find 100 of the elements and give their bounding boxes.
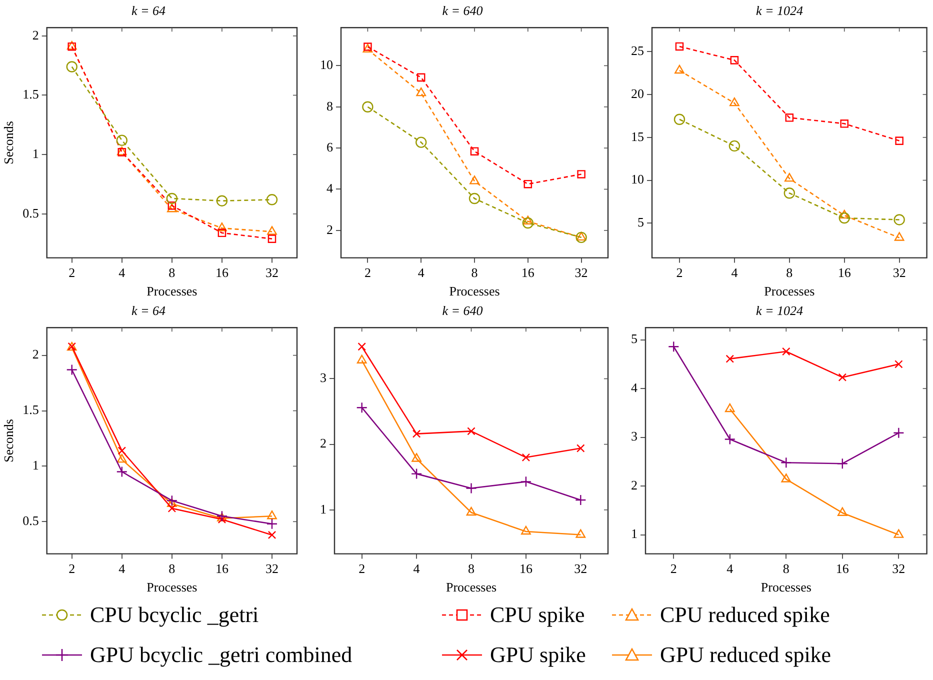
y-tick-label: 3 bbox=[631, 428, 638, 444]
y-tick-label: 0.5 bbox=[22, 513, 39, 528]
point bbox=[266, 194, 278, 206]
y-axis-title: Seconds bbox=[1, 121, 16, 164]
point bbox=[522, 217, 534, 229]
point bbox=[470, 176, 480, 184]
point bbox=[362, 101, 374, 112]
point bbox=[410, 468, 422, 480]
point bbox=[466, 482, 477, 494]
legend-label: CPU bcyclic _getri bbox=[90, 602, 259, 628]
point bbox=[894, 529, 904, 538]
x-tick-label: 8 bbox=[168, 561, 176, 576]
point bbox=[839, 210, 850, 219]
x-axis-title: Processes bbox=[760, 580, 812, 595]
point bbox=[895, 136, 904, 145]
point bbox=[166, 192, 178, 204]
legend-label: GPU bcyclic _getri combined bbox=[90, 642, 352, 668]
point bbox=[166, 494, 178, 506]
point bbox=[894, 214, 905, 226]
y-tick-label: 6 bbox=[326, 139, 334, 154]
point bbox=[894, 232, 904, 241]
point bbox=[268, 530, 276, 540]
chart-title: k = 640 bbox=[442, 303, 484, 318]
point bbox=[730, 56, 739, 64]
x-axis-title: Processes bbox=[764, 284, 815, 299]
y-tick-label: 0.5 bbox=[22, 205, 39, 220]
point bbox=[467, 427, 476, 436]
point bbox=[470, 147, 479, 156]
point bbox=[782, 347, 790, 356]
x-tick-label: 32 bbox=[265, 561, 278, 576]
chart-title: k = 64 bbox=[131, 303, 166, 318]
point bbox=[168, 201, 176, 210]
y-tick-label: 1.5 bbox=[22, 402, 39, 418]
point bbox=[577, 170, 586, 178]
point bbox=[838, 373, 847, 382]
point bbox=[412, 453, 422, 462]
x-axis-title: Processes bbox=[146, 580, 198, 595]
x-tick-label: 2 bbox=[676, 265, 683, 280]
x-tick-label: 32 bbox=[574, 561, 588, 576]
y-tick-label: 10 bbox=[631, 172, 644, 187]
point bbox=[412, 430, 421, 438]
point bbox=[674, 114, 686, 125]
y-tick-label: 25 bbox=[631, 43, 644, 58]
y-tick-label: 5 bbox=[631, 331, 638, 346]
point bbox=[166, 204, 177, 212]
point bbox=[116, 134, 128, 146]
point bbox=[726, 354, 734, 363]
y-tick-label: 4 bbox=[326, 180, 334, 196]
point bbox=[116, 466, 128, 478]
x-tick-label: 4 bbox=[413, 561, 420, 576]
x-tick-label: 8 bbox=[168, 265, 176, 280]
x-tick-label: 2 bbox=[364, 265, 371, 280]
y-tick-label: 4 bbox=[631, 380, 638, 395]
x-tick-label: 2 bbox=[358, 561, 366, 576]
y-axis-title: Seconds bbox=[1, 419, 16, 462]
point bbox=[730, 97, 740, 106]
x-tick-label: 32 bbox=[574, 265, 588, 280]
x-axis-title: Processes bbox=[449, 284, 500, 299]
point bbox=[784, 172, 794, 182]
x-tick-label: 16 bbox=[215, 561, 229, 576]
x-tick-label: 4 bbox=[118, 265, 126, 280]
x-tick-label: 32 bbox=[265, 265, 278, 280]
point bbox=[893, 427, 904, 438]
point bbox=[356, 402, 368, 414]
y-tick-label: 2 bbox=[32, 27, 39, 42]
x-tick-label: 32 bbox=[892, 265, 906, 280]
point bbox=[728, 140, 740, 152]
y-tick-label: 2 bbox=[32, 346, 39, 362]
point bbox=[267, 226, 277, 235]
y-tick-label: 15 bbox=[631, 128, 644, 144]
y-tick-label: 2 bbox=[320, 436, 326, 451]
x-tick-label: 2 bbox=[68, 561, 76, 576]
x-tick-label: 2 bbox=[670, 561, 677, 576]
x-tick-label: 4 bbox=[726, 561, 734, 576]
y-tick-label: 2 bbox=[631, 477, 638, 492]
x-tick-label: 16 bbox=[215, 265, 229, 280]
point bbox=[780, 457, 792, 468]
point bbox=[268, 234, 276, 243]
point bbox=[66, 61, 78, 72]
point bbox=[468, 192, 480, 204]
point bbox=[781, 474, 792, 482]
point bbox=[217, 222, 227, 232]
chart-title: k = 640 bbox=[442, 3, 484, 18]
y-tick-label: 1 bbox=[32, 146, 39, 161]
point bbox=[356, 354, 367, 364]
point bbox=[894, 360, 903, 368]
x-tick-label: 2 bbox=[68, 265, 76, 280]
chart-title: k = 1024 bbox=[756, 3, 804, 18]
point bbox=[218, 228, 226, 238]
point bbox=[520, 476, 532, 488]
y-tick-label: 1 bbox=[320, 501, 326, 516]
x-tick-label: 8 bbox=[468, 561, 474, 576]
x-axis-title: Processes bbox=[446, 580, 497, 595]
x-tick-label: 4 bbox=[118, 561, 126, 576]
x-tick-label: 4 bbox=[731, 265, 738, 280]
point bbox=[840, 120, 848, 128]
point bbox=[522, 453, 530, 462]
point bbox=[836, 458, 848, 470]
chart-title: k = 1024 bbox=[756, 303, 804, 318]
x-tick-label: 8 bbox=[471, 265, 478, 280]
